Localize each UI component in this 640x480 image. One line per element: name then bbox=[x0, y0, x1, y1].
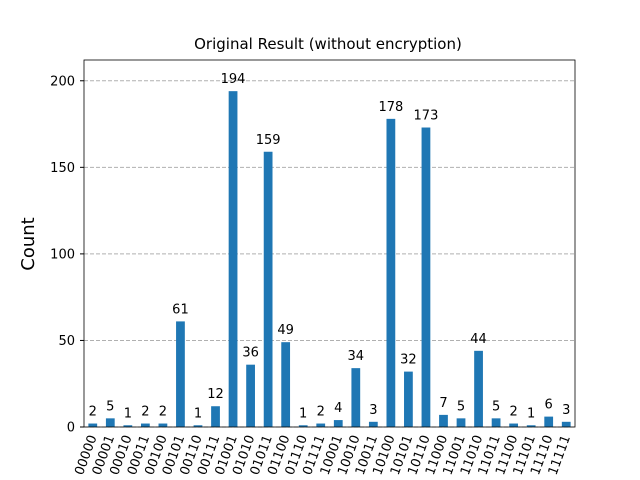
value-label: 6 bbox=[545, 398, 553, 413]
bar bbox=[439, 414, 448, 427]
value-label: 36 bbox=[242, 346, 259, 361]
value-label: 194 bbox=[221, 72, 246, 87]
value-label: 5 bbox=[106, 399, 114, 414]
value-label: 5 bbox=[492, 399, 500, 414]
y-tick-label: 150 bbox=[50, 161, 75, 176]
value-label: 2 bbox=[141, 405, 149, 420]
bar bbox=[474, 350, 483, 427]
bar bbox=[491, 418, 501, 427]
value-label: 61 bbox=[172, 302, 189, 317]
value-label: 4 bbox=[334, 401, 342, 416]
y-tick-label: 0 bbox=[67, 421, 75, 436]
value-label: 12 bbox=[207, 387, 224, 402]
bar bbox=[88, 423, 98, 427]
bar bbox=[105, 418, 115, 427]
plot-frame bbox=[83, 59, 576, 428]
value-label: 173 bbox=[414, 109, 439, 124]
value-label: 49 bbox=[277, 323, 294, 338]
bar bbox=[404, 371, 413, 427]
bar bbox=[298, 425, 308, 427]
value-label: 32 bbox=[400, 353, 417, 368]
value-label: 178 bbox=[378, 100, 403, 115]
bar bbox=[211, 406, 220, 427]
y-tick-label: 100 bbox=[50, 247, 75, 262]
bar bbox=[368, 421, 378, 427]
value-label: 2 bbox=[159, 405, 167, 420]
value-label: 44 bbox=[470, 332, 487, 347]
value-label: 159 bbox=[256, 133, 281, 148]
y-tick-label: 50 bbox=[58, 334, 75, 349]
y-tick-label: 200 bbox=[50, 74, 75, 89]
value-label: 1 bbox=[527, 406, 535, 421]
value-label: 2 bbox=[509, 405, 517, 420]
value-label: 2 bbox=[89, 405, 97, 420]
value-label: 1 bbox=[299, 406, 307, 421]
chart-title: Original Result (without encryption) bbox=[194, 35, 462, 53]
value-label: 1 bbox=[194, 406, 202, 421]
bar bbox=[193, 425, 203, 427]
value-label: 1 bbox=[124, 406, 132, 421]
bar bbox=[176, 321, 185, 427]
bar bbox=[158, 423, 168, 427]
value-label: 5 bbox=[457, 399, 465, 414]
bar bbox=[246, 364, 255, 427]
bar bbox=[526, 425, 536, 427]
bar bbox=[351, 368, 361, 427]
bar bbox=[123, 425, 133, 427]
value-label: 34 bbox=[348, 349, 365, 364]
bar bbox=[509, 423, 519, 427]
bar bbox=[140, 423, 150, 427]
bar bbox=[386, 118, 396, 427]
bar bbox=[228, 91, 238, 428]
bar bbox=[544, 416, 554, 427]
value-label: 7 bbox=[439, 396, 447, 411]
value-label: 3 bbox=[562, 403, 570, 418]
bar bbox=[456, 418, 466, 427]
bar bbox=[281, 342, 291, 427]
bar bbox=[316, 423, 326, 427]
bar bbox=[561, 421, 571, 427]
value-label: 2 bbox=[317, 405, 325, 420]
bar bbox=[421, 127, 431, 427]
bar bbox=[333, 420, 343, 427]
bar bbox=[263, 151, 273, 427]
value-label: 3 bbox=[369, 403, 377, 418]
y-axis-label: Count bbox=[18, 217, 39, 270]
